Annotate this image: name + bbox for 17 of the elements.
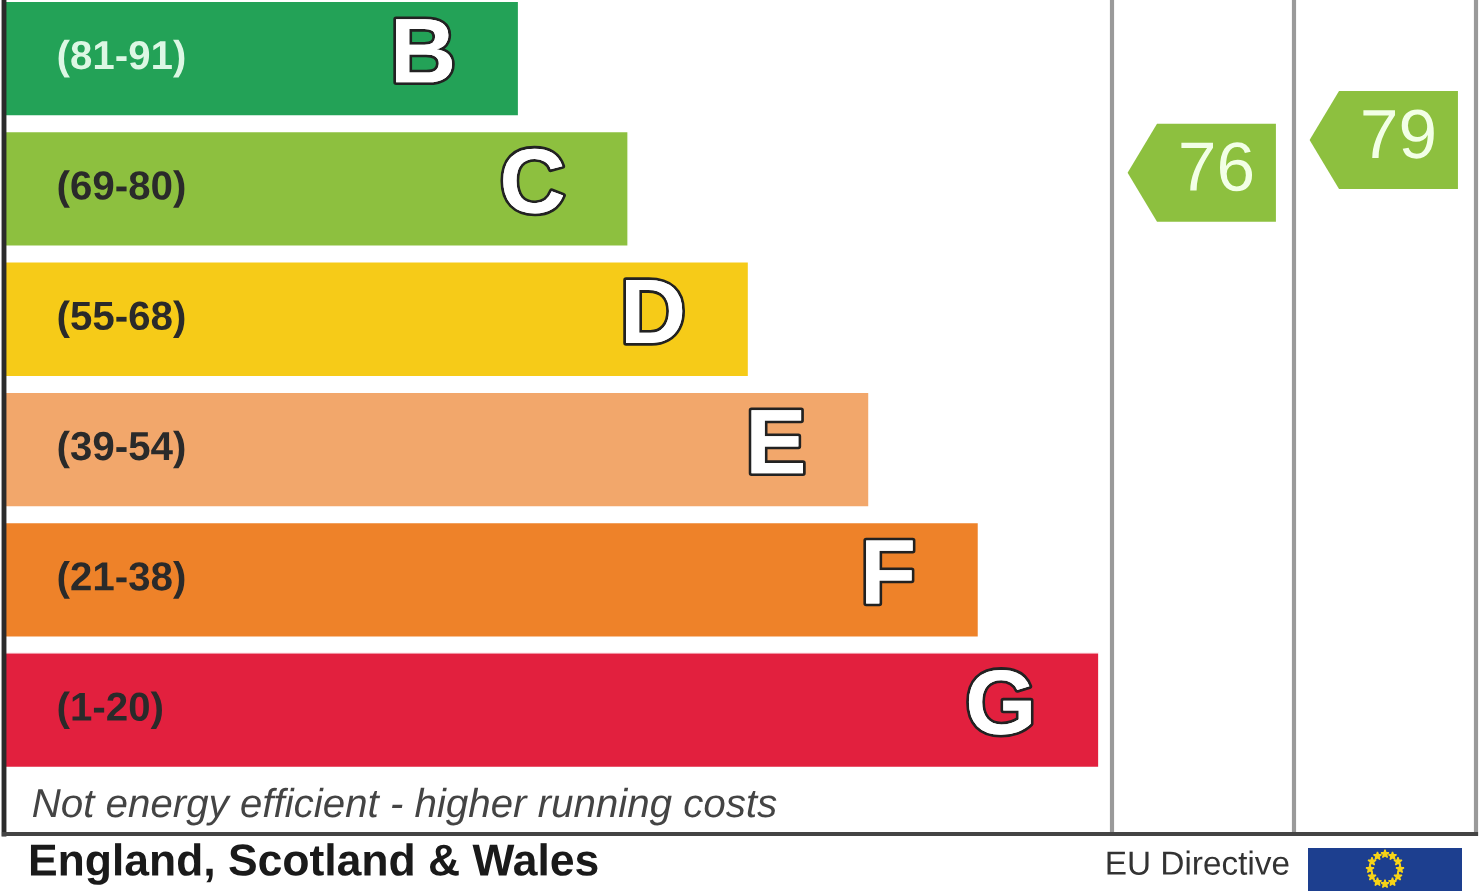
annotation: (39-54) bbox=[58, 430, 185, 469]
annotation: (55-68) bbox=[58, 300, 185, 339]
annotation: (1-20) bbox=[58, 691, 162, 729]
y-tick-label: F bbox=[866, 540, 913, 604]
text: 76 bbox=[1181, 142, 1253, 192]
text: England, Scotland & Wales bbox=[30, 843, 598, 885]
annotation: (69-80) bbox=[58, 170, 185, 208]
annotation: (81-91) bbox=[58, 39, 185, 78]
y-tick-label: B bbox=[396, 19, 453, 83]
y-tick-label: E bbox=[751, 410, 803, 474]
y-tick-label: D bbox=[626, 279, 683, 343]
text: EU Directive bbox=[1107, 850, 1289, 875]
annotation: Not energy efficient - higher running costs bbox=[32, 787, 777, 826]
y-tick-label: C bbox=[503, 148, 564, 214]
y-tick-label: G bbox=[968, 669, 1031, 735]
text: 79 bbox=[1363, 109, 1434, 159]
annotation: (21-38) bbox=[58, 561, 185, 599]
